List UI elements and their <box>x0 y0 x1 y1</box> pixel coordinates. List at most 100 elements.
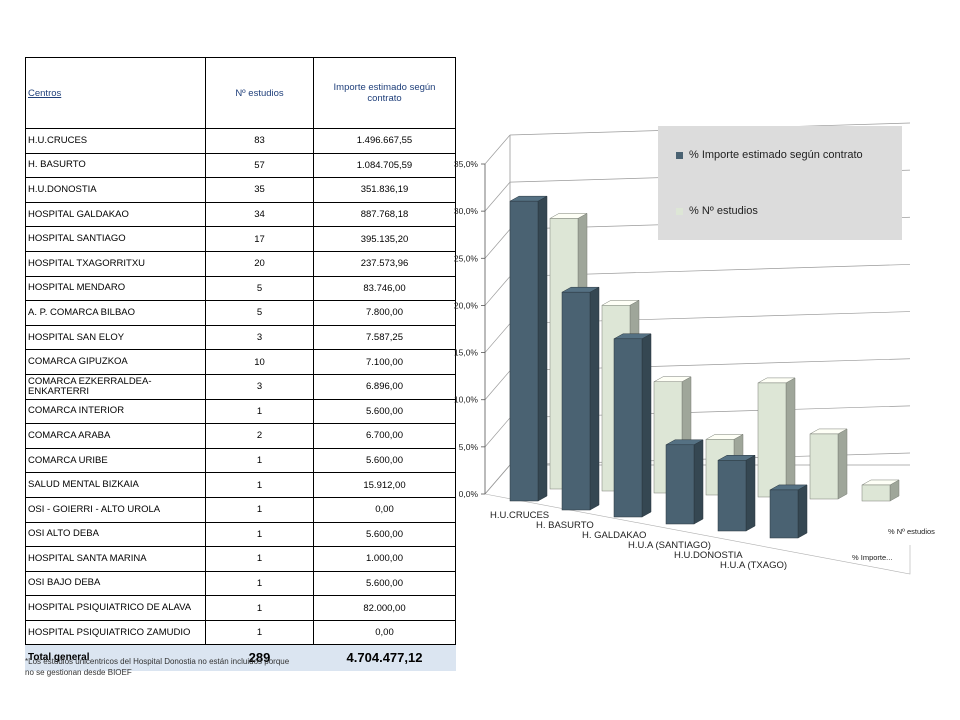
table-row: COMARCA EZKERRALDEA-ENKARTERRI 3 6.896,00 <box>25 373 456 400</box>
importe-cell: 6.700,00 <box>313 423 456 449</box>
gridline-side <box>484 370 511 400</box>
num-estudios-cell: 1 <box>205 496 314 523</box>
table-row: OSI ALTO DEBA 1 5.600,00 <box>25 521 456 548</box>
header-num-estudios: Nº estudios <box>205 57 314 129</box>
gridline-side <box>484 181 511 212</box>
bar-estudios <box>757 377 796 498</box>
importe-cell: 7.100,00 <box>313 349 456 375</box>
importe-cell: 82.000,00 <box>313 595 456 621</box>
bar-front <box>509 200 539 502</box>
importe-cell: 7.587,25 <box>313 324 456 351</box>
total-num-estudios: 289 <box>205 644 314 672</box>
x-tick-label: H.U.CRUCES <box>490 510 549 521</box>
num-estudios-cell: 1 <box>205 570 314 597</box>
bar-side <box>745 454 756 532</box>
importe-cell: 0,00 <box>313 496 456 523</box>
table-row: HOSPITAL SANTIAGO 17 395.135,20 <box>25 226 456 252</box>
legend-label-importe: % Importe estimado según contrato <box>689 149 863 161</box>
bar-front <box>613 338 643 518</box>
legend-item-estudios: % Nº estudios <box>676 205 758 217</box>
centro-cell: COMARCA ARABA <box>25 423 206 449</box>
centro-cell: HOSPITAL TXAGORRITXU <box>25 250 206 277</box>
legend-item-importe: % Importe estimado según contrato <box>676 149 863 161</box>
importe-cell: 0,00 <box>313 619 456 646</box>
total-importe: 4.704.477,12 <box>313 644 456 672</box>
num-estudios-cell: 5 <box>205 300 314 326</box>
bar-side <box>785 377 796 498</box>
centro-cell: HOSPITAL PSIQUIATRICO ZAMUDIO <box>25 619 206 646</box>
x-tick-label: H.U.A (TXAGO) <box>720 560 787 571</box>
num-estudios-cell: 1 <box>205 447 314 474</box>
bar-front <box>757 382 787 498</box>
num-estudios-cell: 34 <box>205 201 314 228</box>
footnote: *Los estudios unicentricos del Hospital … <box>25 657 290 677</box>
centro-cell: H.U.CRUCES <box>25 128 206 154</box>
importe-cell: 395.135,20 <box>313 226 456 252</box>
centro-cell: HOSPITAL SAN ELOY <box>25 324 206 351</box>
bar-side <box>693 439 704 525</box>
bar-front <box>665 444 695 525</box>
table-row: HOSPITAL PSIQUIATRICO ZAMUDIO 1 0,00 <box>25 619 456 646</box>
bar-side <box>797 484 808 539</box>
num-estudios-cell: 1 <box>205 546 314 572</box>
table-row: H.U.CRUCES 83 1.496.667,55 <box>25 128 456 154</box>
bar-side <box>837 428 848 500</box>
header-importe: Importe estimado según contrato <box>313 57 456 129</box>
num-estudios-cell: 1 <box>205 521 314 548</box>
importe-cell: 5.600,00 <box>313 447 456 474</box>
importe-cell: 1.000,00 <box>313 546 456 572</box>
centro-cell: COMARCA URIBE <box>25 447 206 474</box>
importe-cell: 5.600,00 <box>313 570 456 597</box>
bar-side <box>641 333 652 518</box>
table-header-row: Centros Nº estudios Importe estimado seg… <box>25 57 456 129</box>
table-row: COMARCA URIBE 1 5.600,00 <box>25 447 456 474</box>
centro-cell: H. BASURTO <box>25 152 206 179</box>
centro-cell: COMARCA GIPUZKOA <box>25 349 206 375</box>
y-tick-label: 25,0% <box>454 253 479 263</box>
num-estudios-cell: 57 <box>205 152 314 179</box>
bar-chart-3d: 0,0% 5,0% 10,0% 15,0% 20,0% 25,0% 30,0% 35,0% H.… <box>454 122 935 575</box>
header-centros: Centros <box>25 57 206 129</box>
y-tick-label: 35,0% <box>454 159 479 169</box>
bar-importe <box>509 195 548 502</box>
bar-side <box>537 195 548 502</box>
centro-cell: HOSPITAL SANTIAGO <box>25 226 206 252</box>
table-row: COMARCA INTERIOR 1 5.600,00 <box>25 398 456 425</box>
num-estudios-cell: 3 <box>205 324 314 351</box>
importe-cell: 237.573,96 <box>313 250 456 277</box>
table-row: HOSPITAL TXAGORRITXU 20 237.573,96 <box>25 250 456 277</box>
importe-cell: 5.600,00 <box>313 521 456 548</box>
y-tick-label: 10,0% <box>454 395 479 405</box>
bar-importe <box>613 333 652 518</box>
y-tick-label: 0,0% <box>459 489 479 499</box>
x-tick-label: H. GALDAKAO <box>582 530 646 541</box>
table-row: A. P. COMARCA BILBAO 5 7.800,00 <box>25 300 456 326</box>
table-row: HOSPITAL SAN ELOY 3 7.587,25 <box>25 324 456 351</box>
gridline-side <box>484 323 511 353</box>
gridline-side <box>484 417 511 448</box>
table-row: COMARCA GIPUZKOA 10 7.100,00 <box>25 349 456 375</box>
floor-edge <box>484 493 911 575</box>
gridline-side <box>484 229 511 259</box>
num-estudios-cell: 1 <box>205 398 314 425</box>
bar-front <box>861 484 891 502</box>
num-estudios-cell: 20 <box>205 250 314 277</box>
chart-legend: % Importe estimado según contrato % Nº e… <box>658 126 902 240</box>
table-row: COMARCA ARABA 2 6.700,00 <box>25 423 456 449</box>
gridline-side <box>484 464 511 495</box>
total-label: Total general <box>25 644 206 672</box>
bar-estudios <box>809 428 848 500</box>
y-tick-label: 5,0% <box>459 442 479 452</box>
legend-swatch-estudios <box>676 207 683 215</box>
table-row: HOSPITAL SANTA MARINA 1 1.000,00 <box>25 546 456 572</box>
bar-importe <box>717 454 756 532</box>
x-tick-label: H. BASURTO <box>536 520 594 531</box>
legend-swatch-importe <box>676 151 683 159</box>
x-tick-label: H.U.A (SANTIAGO) <box>628 540 711 551</box>
table-row: SALUD MENTAL BIZKAIA 1 15.912,00 <box>25 472 456 498</box>
bar-front <box>769 489 799 539</box>
bar-importe <box>769 484 808 539</box>
table-row: H. BASURTO 57 1.084.705,59 <box>25 152 456 179</box>
centro-cell: OSI BAJO DEBA <box>25 570 206 597</box>
bar-front <box>717 460 747 532</box>
